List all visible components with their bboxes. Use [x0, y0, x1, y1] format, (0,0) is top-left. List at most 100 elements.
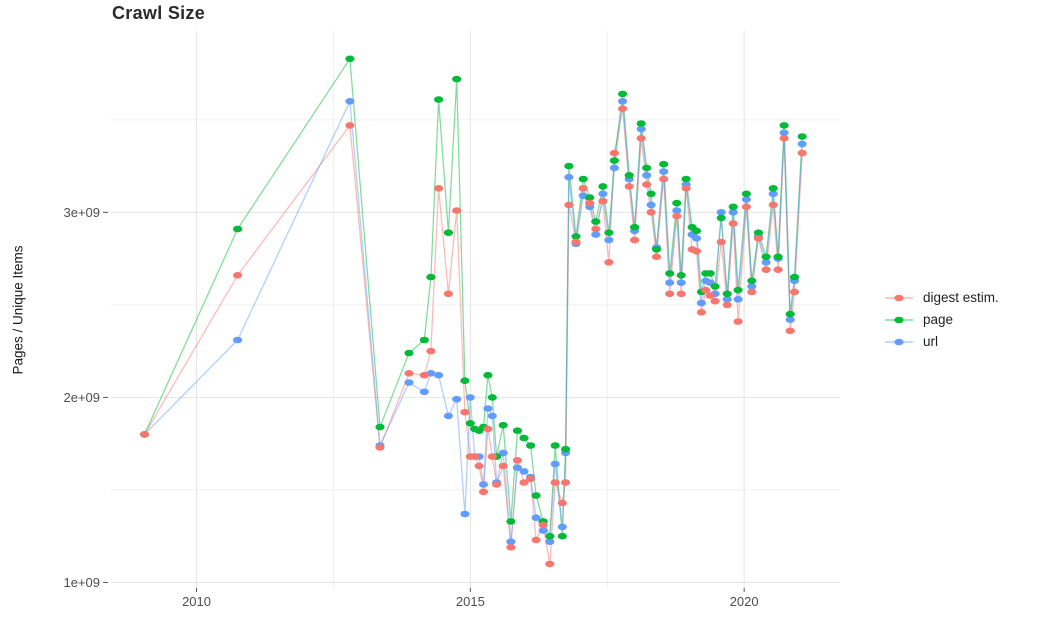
data-point	[434, 371, 444, 379]
data-point	[460, 510, 470, 518]
data-point	[636, 120, 646, 127]
legend-key-icon	[885, 316, 913, 323]
data-point	[676, 279, 686, 287]
data-point	[716, 238, 726, 246]
x-tick-label: 2020	[730, 594, 759, 609]
data-point	[659, 168, 669, 175]
data-point	[443, 290, 453, 298]
data-point	[512, 464, 523, 472]
data-point	[492, 481, 502, 488]
data-point	[672, 199, 682, 207]
data-point	[797, 140, 807, 148]
data-point	[545, 532, 555, 540]
chart-title: Crawl Size	[112, 3, 206, 23]
data-point	[550, 442, 560, 449]
data-point	[604, 259, 614, 266]
data-point	[710, 283, 720, 290]
data-point	[404, 370, 414, 377]
data-point	[478, 481, 489, 488]
series-points-url	[139, 98, 807, 545]
legend-key-icon	[885, 338, 913, 345]
data-point	[779, 135, 789, 142]
data-point	[404, 379, 414, 386]
data-point	[604, 229, 614, 236]
data-point	[426, 347, 436, 355]
series-points-page	[139, 55, 807, 540]
data-point	[651, 253, 662, 261]
data-point	[487, 453, 497, 460]
data-point	[747, 283, 757, 290]
data-point	[618, 90, 628, 98]
data-point	[773, 266, 783, 274]
data-point	[651, 246, 662, 253]
data-point	[426, 273, 436, 281]
data-point	[789, 273, 800, 281]
data-point	[591, 231, 601, 238]
data-point	[609, 157, 620, 164]
data-point	[797, 133, 807, 140]
data-point	[557, 523, 567, 531]
data-point	[345, 98, 355, 105]
data-point	[487, 394, 497, 401]
legend-item-digestestim: digest estim.	[884, 289, 999, 306]
data-point	[538, 521, 548, 529]
data-point	[797, 149, 807, 157]
data-point	[519, 479, 529, 486]
legend: digest estim. page url	[884, 289, 999, 350]
data-point	[550, 460, 560, 468]
data-point	[761, 259, 771, 266]
data-point	[452, 395, 462, 403]
data-point	[591, 218, 601, 225]
data-point	[733, 296, 743, 303]
data-point	[642, 181, 652, 188]
data-point	[139, 431, 150, 438]
data-point	[659, 160, 669, 168]
legend-label: digest estim.	[923, 290, 999, 305]
data-point	[512, 457, 523, 464]
data-point	[728, 203, 738, 211]
series-line-page	[143, 58, 803, 537]
data-point	[578, 175, 588, 183]
data-point	[345, 55, 355, 63]
data-point	[789, 288, 800, 296]
data-point	[646, 201, 656, 209]
data-point	[571, 238, 581, 246]
data-point	[526, 475, 536, 483]
data-point	[545, 538, 555, 545]
data-point	[747, 288, 757, 296]
data-point	[598, 197, 608, 205]
data-point	[545, 560, 555, 568]
data-point	[733, 318, 743, 325]
legend-key-icon	[885, 294, 913, 301]
data-point	[443, 412, 453, 420]
data-point	[591, 225, 601, 233]
data-point	[531, 536, 541, 544]
data-point	[761, 266, 771, 274]
data-point	[672, 212, 682, 220]
data-point	[779, 129, 789, 137]
data-point	[474, 462, 484, 470]
data-point	[716, 209, 726, 216]
data-point	[716, 214, 726, 222]
data-point	[705, 270, 715, 277]
data-point	[710, 297, 720, 305]
data-point	[691, 247, 702, 255]
data-point	[233, 225, 243, 233]
data-point	[630, 236, 640, 244]
series-line-digestestim	[143, 108, 803, 565]
data-point	[452, 75, 462, 83]
data-point	[733, 286, 743, 294]
series-line-url	[144, 100, 803, 543]
data-point	[676, 290, 686, 298]
data-point	[768, 190, 778, 198]
data-point	[659, 175, 669, 183]
data-point	[419, 371, 429, 379]
data-point	[681, 175, 691, 183]
data-point	[722, 301, 732, 309]
data-point	[519, 468, 529, 475]
data-point	[526, 442, 536, 449]
data-point	[375, 444, 385, 451]
y-tick-label: 3e+09	[63, 205, 100, 220]
data-point	[630, 223, 640, 231]
